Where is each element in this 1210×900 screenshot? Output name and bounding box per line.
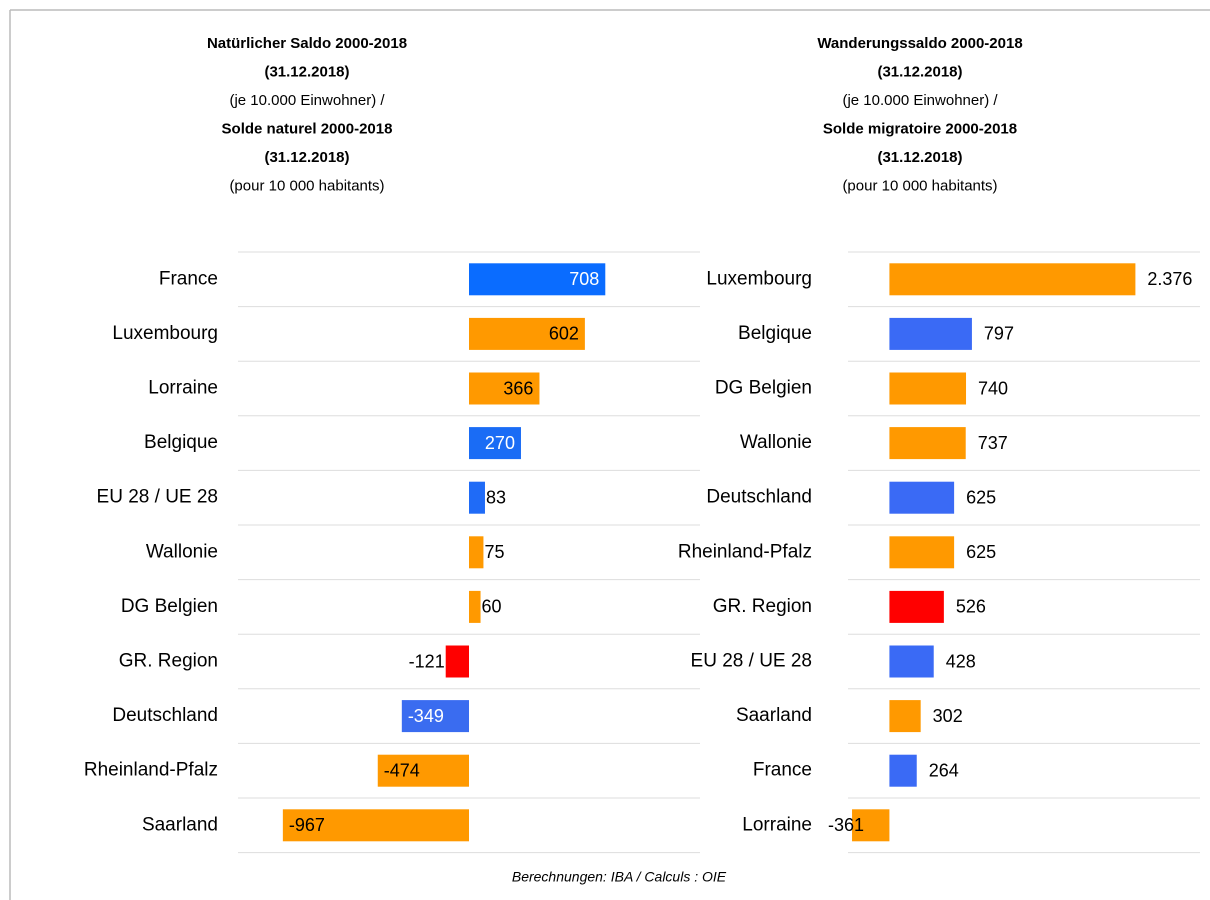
category-label: Rheinland-Pfalz — [84, 760, 218, 781]
category-label: France — [159, 268, 218, 289]
bar — [889, 754, 917, 787]
category-label: Saarland — [736, 705, 812, 726]
category-label: France — [753, 760, 812, 781]
category-label: Lorraine — [742, 814, 812, 835]
category-label: Deutschland — [112, 705, 218, 726]
category-label: GR. Region — [713, 596, 812, 617]
bar — [469, 590, 481, 623]
chart-title-line: (pour 10 000 habitants) — [842, 177, 997, 194]
chart-title-line: (31.12.2018) — [877, 63, 962, 80]
bar — [469, 317, 585, 350]
value-label: -121 — [409, 651, 445, 671]
chart-title-line: Solde migratoire 2000-2018 — [823, 120, 1017, 137]
value-label: 737 — [978, 433, 1008, 453]
chart-title-line: Solde naturel 2000-2018 — [222, 120, 393, 137]
bar — [469, 536, 484, 569]
value-label: 264 — [929, 760, 959, 780]
value-label: -474 — [384, 760, 420, 780]
bar — [889, 317, 972, 350]
category-label: EU 28 / UE 28 — [97, 487, 218, 508]
category-label: Saarland — [142, 814, 218, 835]
bar — [889, 536, 955, 569]
value-label: 75 — [484, 542, 504, 562]
bar — [469, 263, 606, 296]
source: Berechnungen: IBA / Calculs : OIE — [512, 869, 727, 885]
value-label: 602 — [549, 324, 579, 344]
bar — [282, 809, 469, 842]
bar — [401, 700, 469, 733]
value-label: -349 — [408, 706, 444, 726]
chart-title-line: Natürlicher Saldo 2000-2018 — [207, 35, 407, 52]
category-label: DG Belgien — [715, 378, 812, 399]
bar — [852, 809, 890, 842]
value-label: 428 — [946, 651, 976, 671]
bar — [889, 263, 1136, 296]
value-label: 270 — [485, 433, 515, 453]
value-label: -361 — [828, 815, 864, 835]
category-label: Belgique — [738, 323, 812, 344]
bar — [377, 754, 469, 787]
bar — [445, 645, 469, 678]
bar — [889, 645, 934, 678]
category-label: DG Belgien — [121, 596, 218, 617]
value-label: 708 — [569, 269, 599, 289]
bar — [889, 481, 955, 514]
value-label: 302 — [933, 706, 963, 726]
value-label: -967 — [289, 815, 325, 835]
chart-title-line: (31.12.2018) — [877, 149, 962, 166]
value-label: 526 — [956, 597, 986, 617]
value-label: 797 — [984, 324, 1014, 344]
chart-title-line: (je 10.000 Einwohner) / — [842, 92, 998, 109]
chart-title-line: (31.12.2018) — [264, 63, 349, 80]
bar — [469, 481, 485, 514]
value-label: 60 — [482, 597, 502, 617]
value-label: 625 — [966, 487, 996, 507]
bar — [889, 590, 944, 623]
chart-title-line: (pour 10 000 habitants) — [229, 177, 384, 194]
category-label: Belgique — [144, 432, 218, 453]
bar — [469, 427, 521, 460]
value-label: 2.376 — [1147, 269, 1192, 289]
bar — [889, 372, 967, 405]
category-label: Rheinland-Pfalz — [678, 541, 812, 562]
category-label: GR. Region — [119, 651, 218, 672]
category-label: Luxembourg — [112, 323, 218, 344]
category-label: Wallonie — [740, 432, 812, 453]
value-label: 83 — [486, 487, 506, 507]
value-label: 625 — [966, 542, 996, 562]
bar — [889, 427, 966, 460]
chart-title-line: Wanderungssaldo 2000-2018 — [817, 35, 1022, 52]
category-label: Wallonie — [146, 541, 218, 562]
bar — [469, 372, 540, 405]
category-label: Lorraine — [148, 378, 218, 399]
value-label: 740 — [978, 378, 1008, 398]
chart-title-line: (je 10.000 Einwohner) / — [229, 92, 385, 109]
category-label: EU 28 / UE 28 — [691, 651, 812, 672]
category-label: Luxembourg — [706, 268, 812, 289]
category-label: Deutschland — [706, 487, 812, 508]
bar — [889, 700, 921, 733]
value-label: 366 — [503, 378, 533, 398]
chart-title-line: (31.12.2018) — [264, 149, 349, 166]
